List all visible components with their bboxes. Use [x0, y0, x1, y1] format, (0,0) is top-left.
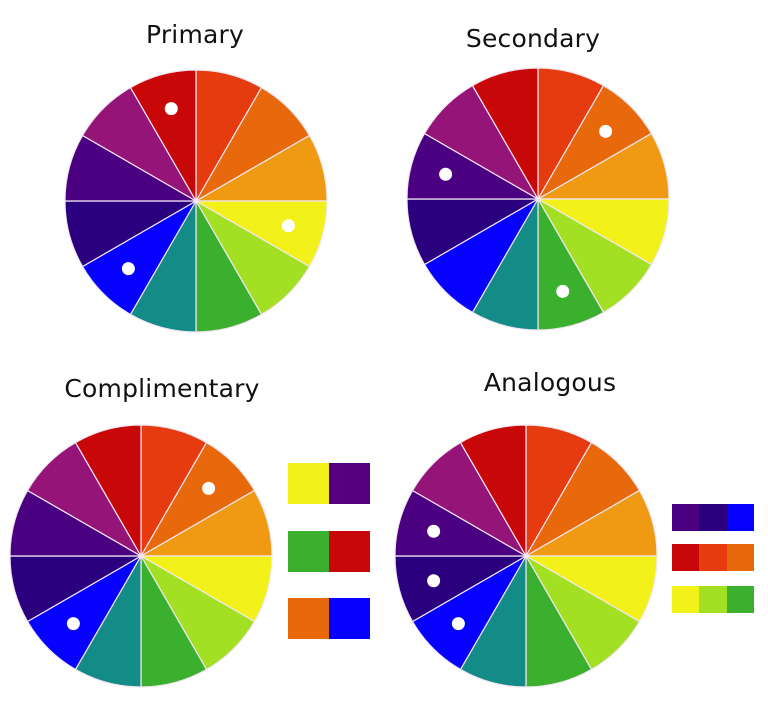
analogous-title: Analogous — [483, 368, 617, 397]
color-swatch — [288, 463, 329, 504]
selection-dot-blue — [121, 262, 135, 276]
wheel-segment-red — [459, 424, 527, 559]
wheel-segment-red — [129, 69, 197, 204]
complimentary-color-wheel — [9, 424, 273, 688]
color-swatch — [726, 544, 754, 571]
wheel-segment-red — [74, 424, 142, 559]
secondary-title: Secondary — [465, 24, 601, 53]
color-swatch — [726, 504, 754, 531]
color-swatch — [672, 504, 700, 531]
selection-dot-red — [164, 102, 178, 116]
selection-dot-blue-violet — [427, 574, 441, 588]
color-swatch — [699, 504, 727, 531]
color-swatch — [288, 531, 329, 572]
selection-dot-orange — [202, 481, 216, 495]
swatch-row — [672, 586, 754, 613]
color-swatch — [672, 586, 700, 613]
selection-dot-violet — [427, 524, 441, 538]
swatch-row — [672, 504, 754, 531]
color-swatch — [699, 544, 727, 571]
color-swatch — [699, 586, 727, 613]
complimentary-title: Complimentary — [64, 374, 260, 403]
primary-title: Primary — [145, 20, 245, 49]
color-swatch — [672, 544, 700, 571]
swatch-row — [288, 463, 370, 504]
swatch-row — [288, 531, 370, 572]
color-swatch — [329, 463, 370, 504]
selection-dot-orange — [599, 124, 613, 138]
selection-dot-yellow — [281, 219, 295, 233]
primary-color-wheel — [64, 69, 328, 333]
color-swatch — [288, 598, 329, 639]
color-swatch — [329, 598, 370, 639]
selection-dot-green — [556, 284, 570, 298]
analogous-color-wheel — [394, 424, 658, 688]
color-swatch — [726, 586, 754, 613]
selection-dot-blue — [66, 617, 80, 631]
selection-dot-violet — [439, 167, 453, 181]
swatch-row — [288, 598, 370, 639]
selection-dot-blue — [451, 617, 465, 631]
color-swatch — [329, 531, 370, 572]
wheel-segment-red — [471, 67, 539, 202]
secondary-color-wheel — [406, 67, 670, 331]
swatch-row — [672, 544, 754, 571]
